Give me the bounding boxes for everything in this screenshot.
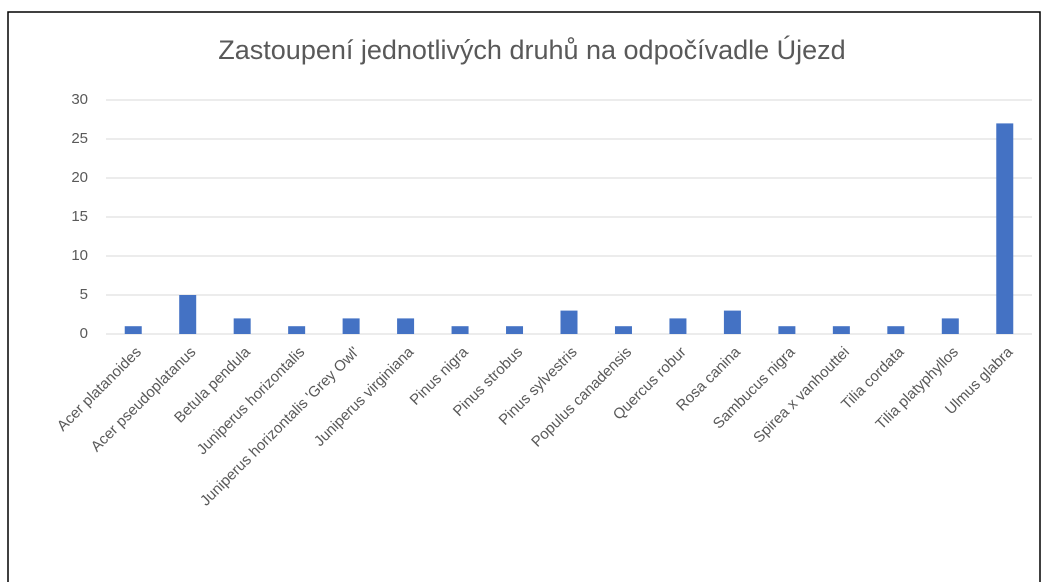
y-tick-label: 20 [71, 169, 88, 186]
bar [506, 326, 524, 334]
bar [723, 310, 741, 334]
x-tick-label: Spirea x vanhouttei [750, 344, 853, 447]
x-tick-label: Juniperus virginiana [311, 343, 418, 450]
bar [669, 318, 687, 334]
y-tick-label: 25 [71, 130, 88, 147]
bar [778, 326, 796, 334]
bar [996, 123, 1014, 335]
x-tick-label: Juniperus horizontalis [194, 344, 309, 459]
chart-border [7, 11, 1041, 582]
bar [941, 318, 959, 334]
bar [397, 318, 415, 334]
y-tick-label: 0 [80, 325, 88, 342]
bar [614, 326, 632, 334]
bar [124, 326, 142, 334]
bar [233, 318, 251, 334]
x-tick-label: Acer pseudoplatanus [88, 344, 200, 456]
y-tick-label: 30 [71, 91, 88, 108]
bar [832, 326, 850, 334]
bar [887, 326, 905, 334]
chart-title: Zastoupení jednotlivých druhů na odpočív… [218, 34, 845, 65]
bar [451, 326, 469, 334]
y-tick-label: 5 [80, 286, 88, 303]
bar [342, 318, 360, 334]
y-tick-label: 15 [71, 208, 88, 225]
bar [560, 310, 578, 334]
y-tick-label: 10 [71, 247, 88, 264]
bar [288, 326, 306, 334]
x-tick-label: Populus canadensis [528, 344, 635, 451]
bar [179, 295, 197, 334]
